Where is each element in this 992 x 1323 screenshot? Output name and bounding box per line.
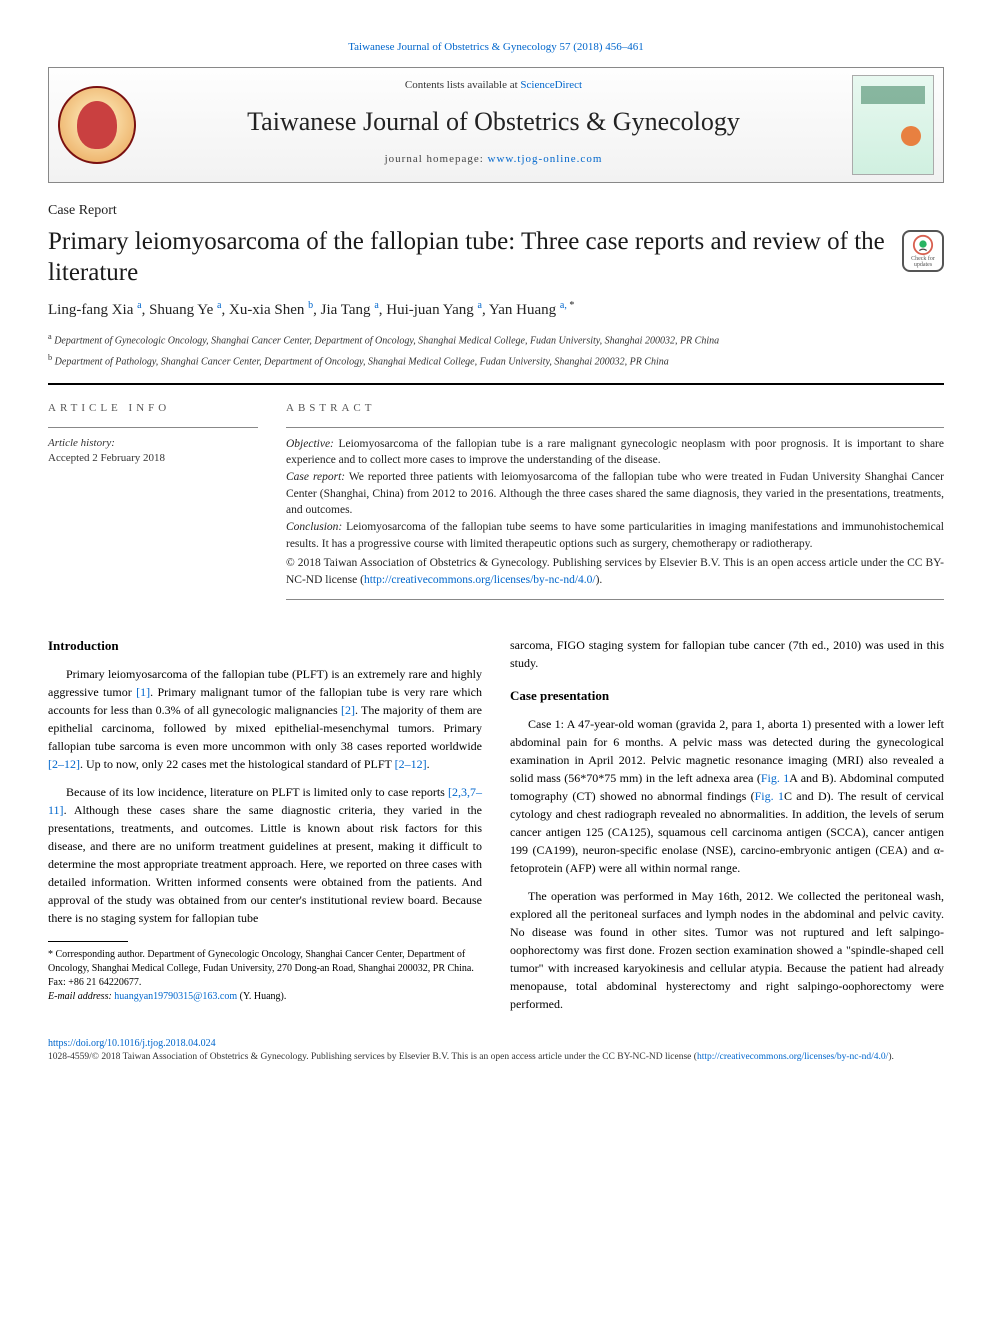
abs-copyright: © 2018 Taiwan Association of Obstetrics … — [286, 555, 944, 588]
article-title: Primary leiomyosarcoma of the fallopian … — [48, 226, 886, 289]
abs-objective-label: Objective: — [286, 438, 334, 450]
abstract-col: abstract Objective: Leiomyosarcoma of th… — [286, 401, 944, 607]
copyright-close: ). — [596, 574, 603, 586]
info-abstract-row: article info Article history: Accepted 2… — [48, 384, 944, 607]
affiliation-a: a Department of Gynecologic Oncology, Sh… — [48, 331, 944, 348]
ref-link[interactable]: [2–12] — [48, 757, 80, 771]
article-type: Case Report — [48, 201, 944, 221]
citation-link[interactable]: Taiwanese Journal of Obstetrics & Gyneco… — [348, 41, 644, 53]
title-row: Primary leiomyosarcoma of the fallopian … — [48, 226, 944, 299]
doi-link[interactable]: https://doi.org/10.1016/j.tjog.2018.04.0… — [48, 1038, 216, 1049]
author-list: Ling-fang Xia a, Shuang Ye a, Xu-xia She… — [48, 299, 944, 321]
body-col-left: Introduction Primary leiomyosarcoma of t… — [48, 636, 482, 1024]
abstract-label: abstract — [286, 401, 944, 416]
contents-line: Contents lists available at ScienceDirec… — [152, 78, 835, 93]
intro-p1: Primary leiomyosarcoma of the fallopian … — [48, 665, 482, 773]
case1-p1: Case 1: A 47-year-old woman (gravida 2, … — [510, 715, 944, 877]
introduction-heading: Introduction — [48, 636, 482, 656]
intro-p2: Because of its low incidence, literature… — [48, 783, 482, 927]
corr-email-link[interactable]: huangyan19790315@163.com — [114, 991, 237, 1002]
affiliation-a-text: Department of Gynecologic Oncology, Shan… — [54, 335, 719, 346]
abs-conclusion-label: Conclusion: — [286, 521, 342, 533]
history-label: Article history: — [48, 437, 115, 449]
abs-case-label: Case report: — [286, 471, 345, 483]
journal-name: Taiwanese Journal of Obstetrics & Gyneco… — [152, 104, 835, 140]
corresponding-footnote: * Corresponding author. Department of Gy… — [48, 948, 482, 1004]
crossmark-badge[interactable]: Check for updates — [902, 230, 944, 272]
corr-author-text: * Corresponding author. Department of Gy… — [48, 948, 482, 990]
fig-link[interactable]: Fig. 1 — [755, 789, 784, 803]
author-3: , Xu-xia Shen — [221, 302, 308, 318]
abstract-body: Objective: Leiomyosarcoma of the fallopi… — [286, 436, 944, 589]
abs-objective: Leiomyosarcoma of the fallopian tube is … — [286, 438, 944, 467]
email-suffix: (Y. Huang). — [237, 991, 286, 1002]
license-link[interactable]: http://creativecommons.org/licenses/by-n… — [364, 574, 596, 586]
author-2: , Shuang Ye — [142, 302, 217, 318]
divider — [286, 599, 944, 600]
page-root: Taiwanese Journal of Obstetrics & Gyneco… — [0, 0, 992, 1095]
homepage-line: journal homepage: www.tjog-online.com — [152, 152, 835, 167]
intro-p1d: . Up to now, only 22 cases met the histo… — [80, 757, 395, 771]
crossmark-label: Check for updates — [904, 256, 942, 269]
crossmark-icon — [912, 234, 934, 256]
author-6: , Yan Huang — [482, 302, 560, 318]
citation-header: Taiwanese Journal of Obstetrics & Gyneco… — [48, 40, 944, 55]
corresponding-star[interactable]: * — [567, 300, 575, 311]
ref-link[interactable]: [2] — [341, 703, 355, 717]
author-1: Ling-fang Xia — [48, 302, 137, 318]
intro-p1e: . — [427, 757, 430, 771]
email-label: E-mail address: — [48, 991, 114, 1002]
author-4: , Jia Tang — [313, 302, 374, 318]
case1-p2: The operation was performed in May 16th,… — [510, 887, 944, 1013]
abs-conclusion: Leiomyosarcoma of the fallopian tube see… — [286, 521, 944, 550]
case-presentation-heading: Case presentation — [510, 686, 944, 706]
fig-link[interactable]: Fig. 1 — [761, 771, 789, 785]
ref-link[interactable]: [2–12] — [395, 757, 427, 771]
footnote-rule — [48, 941, 128, 942]
footer-license-link[interactable]: http://creativecommons.org/licenses/by-n… — [697, 1052, 888, 1062]
contents-prefix: Contents lists available at — [405, 79, 520, 91]
accepted-date: Accepted 2 February 2018 — [48, 452, 165, 464]
issn-text-b: ). — [888, 1052, 894, 1062]
society-logo — [49, 68, 144, 181]
issn-line: 1028-4559/© 2018 Taiwan Association of O… — [48, 1051, 944, 1064]
ref-link[interactable]: [1] — [136, 685, 150, 699]
sciencedirect-link[interactable]: ScienceDirect — [520, 79, 582, 91]
doi-line: https://doi.org/10.1016/j.tjog.2018.04.0… — [48, 1037, 944, 1051]
issn-text-a: 1028-4559/© 2018 Taiwan Association of O… — [48, 1052, 697, 1062]
article-info-col: article info Article history: Accepted 2… — [48, 401, 258, 607]
society-logo-icon — [58, 86, 136, 164]
cover-thumbnail-wrap — [843, 68, 943, 181]
author-6-aff[interactable]: a, — [560, 300, 567, 311]
homepage-link[interactable]: www.tjog-online.com — [488, 153, 603, 165]
article-info-label: article info — [48, 401, 258, 416]
journal-header-center: Contents lists available at ScienceDirec… — [144, 68, 843, 181]
body-columns: Introduction Primary leiomyosarcoma of t… — [48, 636, 944, 1024]
homepage-prefix: journal homepage: — [385, 153, 488, 165]
body-col-right: sarcoma, FIGO staging system for fallopi… — [510, 636, 944, 1024]
affiliation-b-text: Department of Pathology, Shanghai Cancer… — [55, 356, 669, 367]
affiliation-b: b Department of Pathology, Shanghai Canc… — [48, 352, 944, 369]
author-5: , Hui-juan Yang — [379, 302, 478, 318]
intro-p2b: . Although these cases share the same di… — [48, 803, 482, 925]
article-history: Article history: Accepted 2 February 201… — [48, 436, 258, 467]
abs-case: We reported three patients with leiomyos… — [286, 471, 944, 516]
journal-header: Contents lists available at ScienceDirec… — [48, 67, 944, 182]
intro-p2a: Because of its low incidence, literature… — [66, 785, 448, 799]
corr-email-line: E-mail address: huangyan19790315@163.com… — [48, 990, 482, 1004]
col2-continuation: sarcoma, FIGO staging system for fallopi… — [510, 636, 944, 672]
journal-cover-thumbnail[interactable] — [852, 75, 934, 175]
